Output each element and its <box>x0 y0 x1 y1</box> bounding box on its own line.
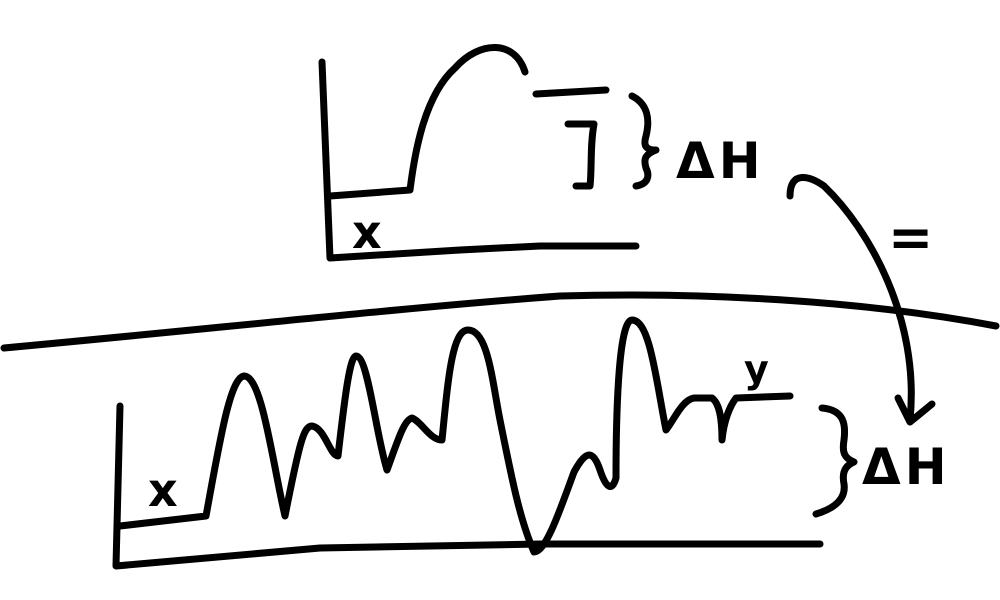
connector-arrow <box>786 174 915 424</box>
bottom-delta-h-label: ΔH <box>862 438 951 496</box>
bottom-axes <box>112 402 824 570</box>
bottom-energy-curve <box>116 316 794 556</box>
top-delta-h-label: ΔH <box>676 132 765 190</box>
top-panel: x ΔH <box>318 44 765 262</box>
top-axes <box>318 58 640 262</box>
bottom-panel: x y ΔH <box>112 316 951 570</box>
top-upper-level-line <box>532 86 610 98</box>
bottom-end-label: y <box>744 347 769 391</box>
bottom-delta-brace <box>812 404 858 518</box>
top-small-bracket <box>564 120 598 190</box>
connector-arrowhead <box>894 394 936 426</box>
top-energy-curve <box>326 44 529 200</box>
bottom-axis-label: x <box>148 463 178 517</box>
top-delta-brace <box>628 92 660 190</box>
connector: = <box>786 174 936 426</box>
equals-sign: = <box>888 206 933 269</box>
top-axis-label: x <box>352 205 382 259</box>
divider-line <box>0 291 1000 352</box>
